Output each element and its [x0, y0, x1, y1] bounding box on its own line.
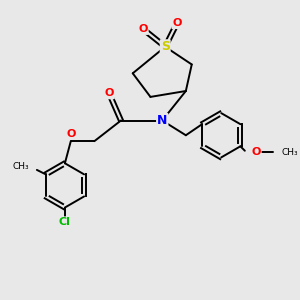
Text: O: O	[172, 18, 182, 28]
Text: Cl: Cl	[59, 217, 71, 227]
Text: CH₃: CH₃	[281, 148, 298, 157]
Text: CH₃: CH₃	[13, 163, 29, 172]
Text: O: O	[104, 88, 114, 98]
Text: N: N	[157, 114, 167, 127]
Text: O: O	[66, 129, 76, 139]
Text: S: S	[161, 40, 170, 53]
Text: O: O	[138, 24, 148, 34]
Text: O: O	[251, 147, 261, 157]
